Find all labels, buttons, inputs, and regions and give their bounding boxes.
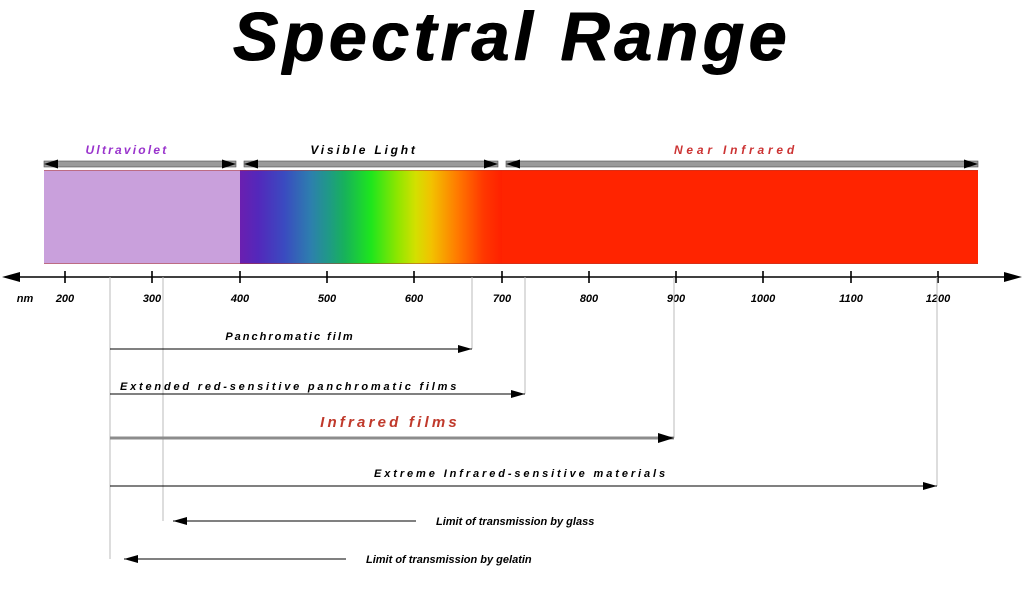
svg-text:Limit of transmission by glass: Limit of transmission by glass (436, 516, 594, 528)
svg-text:Extreme Infrared-sensitive mat: Extreme Infrared-sensitive materials (374, 468, 668, 480)
svg-text:Extended red-sensitive panchro: Extended red-sensitive panchromatic film… (120, 381, 459, 393)
svg-text:Limit of transmission by gelat: Limit of transmission by gelatin (366, 554, 532, 566)
svg-text:Near Infrared: Near Infrared (674, 143, 798, 157)
svg-text:1100: 1100 (839, 293, 864, 305)
svg-text:1000: 1000 (751, 293, 776, 305)
svg-text:Visible Light: Visible Light (310, 143, 417, 157)
svg-text:1200: 1200 (926, 293, 951, 305)
svg-text:nm: nm (17, 293, 34, 305)
svg-text:Ultraviolet: Ultraviolet (86, 143, 169, 157)
svg-text:Infrared films: Infrared films (320, 414, 460, 431)
svg-text:500: 500 (318, 293, 337, 305)
svg-text:900: 900 (667, 293, 686, 305)
svg-text:800: 800 (580, 293, 599, 305)
svg-text:300: 300 (143, 293, 162, 305)
svg-text:400: 400 (230, 293, 250, 305)
svg-text:700: 700 (493, 293, 512, 305)
svg-text:600: 600 (405, 293, 424, 305)
svg-text:200: 200 (55, 293, 75, 305)
svg-text:Panchromatic film: Panchromatic film (225, 331, 354, 343)
